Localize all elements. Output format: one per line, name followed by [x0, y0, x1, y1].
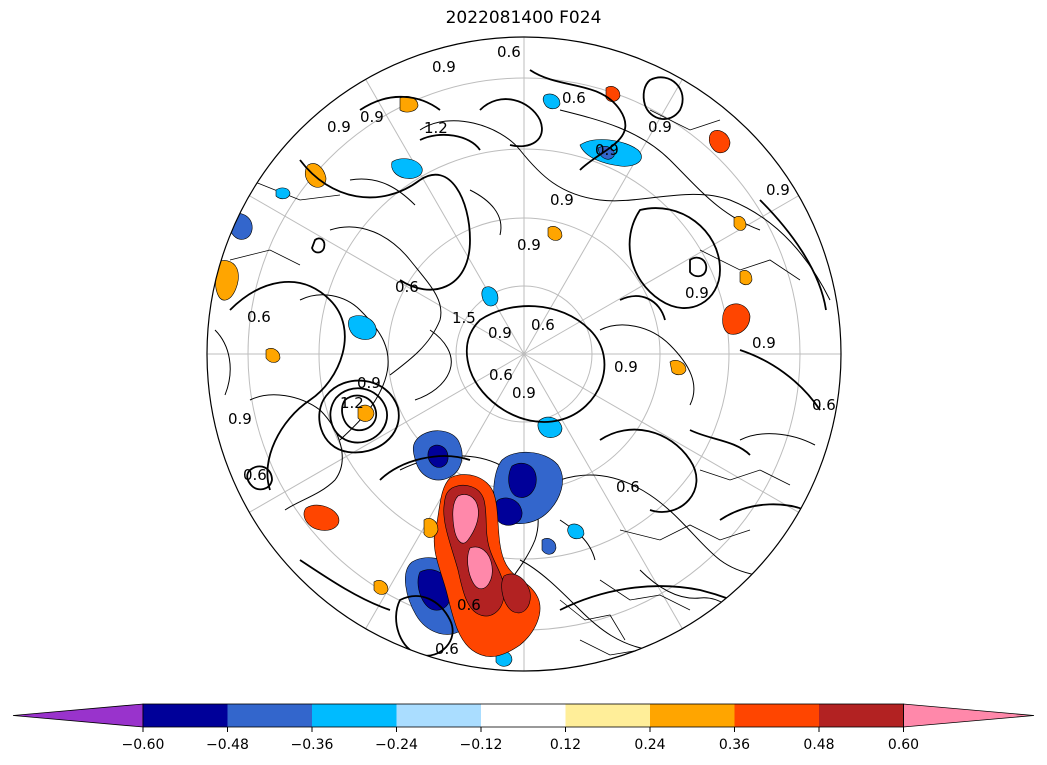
- colorbar-swatch: [734, 704, 819, 727]
- colorbar-tick-label: 0.48: [803, 737, 834, 753]
- positive-anomaly-fills: [215, 86, 753, 657]
- colorbar-extend-high: [903, 703, 1035, 728]
- negative-anomaly-fills: [228, 93, 642, 667]
- contour-label: 0.6: [562, 89, 586, 107]
- contour-label: 0.6: [457, 596, 481, 614]
- colorbar-tick-label: −0.12: [460, 737, 503, 753]
- contour-label: 1.2: [424, 119, 448, 137]
- contour-label: 0.6: [247, 308, 271, 326]
- contour-label: 0.9: [517, 236, 541, 254]
- colorbar-tick-label: −0.36: [291, 737, 334, 753]
- colorbar-tick-label: 0.36: [719, 737, 750, 753]
- contour-label: 0.6: [531, 316, 555, 334]
- colorbar-swatch: [143, 704, 228, 727]
- contour-label: 0.6: [395, 278, 419, 296]
- colorbar-swatch: [650, 704, 735, 727]
- contour-label: 0.9: [327, 118, 351, 136]
- colorbar-tick-label: −0.60: [122, 737, 165, 753]
- colorbar-swatch: [565, 704, 650, 727]
- colorbar-swatch: [396, 704, 481, 727]
- colorbar-swatch: [312, 704, 397, 727]
- colorbar-tick-label: 0.60: [888, 737, 919, 753]
- contour-label: 0.9: [550, 191, 574, 209]
- map-boundary: [206, 36, 842, 672]
- colorbar-tick-label: 0.24: [634, 737, 665, 753]
- contour-label: 0.9: [648, 118, 672, 136]
- colorbar-tick-label: 0.12: [550, 737, 581, 753]
- colorbar-tick-label: −0.24: [375, 737, 418, 753]
- contour-label: 0.6: [489, 366, 513, 384]
- contour-label: 0.6: [497, 43, 521, 61]
- contour-label: 0.9: [685, 284, 709, 302]
- contour-label: 0.6: [616, 478, 640, 496]
- contour-label: 0.9: [357, 374, 381, 392]
- contour-label: 0.9: [488, 324, 512, 342]
- map-title: 2022081400 F024: [445, 8, 602, 28]
- coastlines: [214, 109, 831, 651]
- colorbar-swatch: [481, 704, 566, 727]
- contour-label: 1.5: [452, 309, 476, 327]
- contour-label: 0.9: [432, 58, 456, 76]
- colorbar-extend-low: [12, 703, 144, 728]
- contour-label: 0.6: [243, 466, 267, 484]
- contour-label: 0.9: [360, 108, 384, 126]
- contour-label: 0.9: [595, 141, 619, 159]
- contour-label: 0.9: [614, 358, 638, 376]
- map-disc: 0.6 0.9 0.9 0.9 1.2 0.9 0.6 0.9 0.9 0.9 …: [207, 37, 841, 671]
- contour-label: 0.6: [435, 640, 459, 658]
- contour-label: 0.9: [752, 334, 776, 352]
- colorbar-swatch: [227, 704, 312, 727]
- colorbar: −0.60 −0.48 −0.36 −0.24 −0.12 0.12 0.24 0.36 0.4…: [12, 703, 1035, 753]
- contour-label: 0.9: [766, 181, 790, 199]
- contour-label: 1.2: [340, 394, 364, 412]
- contour-label: 0.6: [812, 396, 836, 414]
- contour-labels: 0.6 0.9 0.9 0.9 1.2 0.9 0.6 0.9 0.9 0.9 …: [228, 43, 836, 658]
- contour-label: 0.9: [228, 410, 252, 428]
- colorbar-swatch: [819, 704, 904, 727]
- colorbar-outline: [142, 703, 904, 728]
- colorbar-tick-label: −0.48: [206, 737, 249, 753]
- contour-label: 0.9: [512, 384, 536, 402]
